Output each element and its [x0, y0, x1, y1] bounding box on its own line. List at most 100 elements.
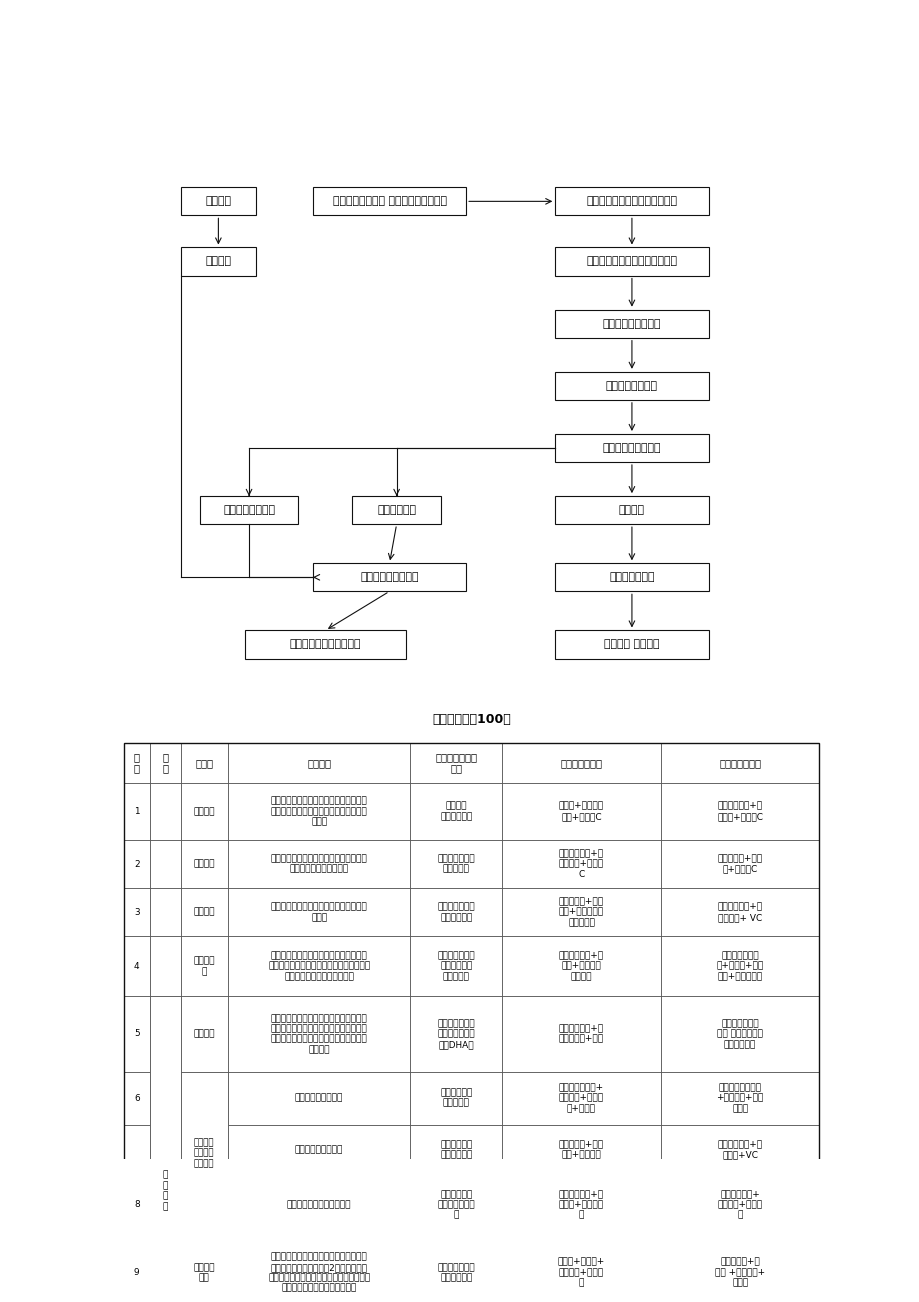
- Text: 药师或咨询医师: 药师或咨询医师: [608, 573, 654, 582]
- Bar: [555, 187, 708, 215]
- Bar: [150, 1174, 180, 1236]
- Bar: [199, 496, 298, 525]
- Bar: [180, 742, 228, 783]
- Text: 8: 8: [134, 1200, 140, 1210]
- Text: 联合用药方案一: 联合用药方案一: [560, 758, 602, 768]
- Bar: [555, 434, 708, 462]
- Text: 2: 2: [134, 859, 140, 868]
- Bar: [123, 742, 150, 783]
- Bar: [123, 1236, 150, 1302]
- Bar: [228, 1125, 410, 1174]
- Text: 阿莫西林胶囊+双
黄连口服液+燕窝: 阿莫西林胶囊+双 黄连口服液+燕窝: [558, 1025, 604, 1044]
- Text: 右美沙芬糖浆+
阿奇霉素+银黄胶
囊: 右美沙芬糖浆+ 阿奇霉素+银黄胶 囊: [717, 1190, 762, 1220]
- Bar: [228, 783, 410, 840]
- Bar: [410, 840, 502, 888]
- Bar: [150, 996, 180, 1072]
- Text: 风热感冒颗粒+清
开灵胶囊+ VC: 风热感冒颗粒+清 开灵胶囊+ VC: [717, 902, 762, 922]
- Bar: [410, 783, 502, 840]
- Bar: [660, 1236, 819, 1302]
- Bar: [660, 1125, 819, 1174]
- Bar: [123, 936, 150, 996]
- Text: 常见病: 常见病: [195, 758, 213, 768]
- Bar: [180, 783, 228, 840]
- Text: 判断疾病、推荐用药: 判断疾病、推荐用药: [602, 443, 661, 453]
- Bar: [150, 840, 180, 888]
- Text: 复方氨氮烷胺胶
囊+体温计+头孢
克肟+板蓝根含片: 复方氨氮烷胺胶 囊+体温计+头孢 克肟+板蓝根含片: [716, 952, 763, 982]
- Text: 判断不准: 判断不准: [618, 505, 644, 516]
- Text: 急性上呼
吸道感染
（咳嗽）: 急性上呼 吸道感染 （咳嗽）: [194, 1138, 214, 1168]
- Text: 感冒软胶囊、四
季感冒胶囊: 感冒软胶囊、四 季感冒胶囊: [437, 854, 474, 874]
- Text: 普通感冒: 普通感冒: [193, 807, 215, 816]
- Text: 核对处方: 核对处方: [205, 197, 232, 206]
- Bar: [352, 496, 441, 525]
- Text: 抗病毒口服液、
复方金刚烷胺
氨基比林片: 抗病毒口服液、 复方金刚烷胺 氨基比林片: [437, 952, 474, 982]
- Text: 联合用药方案二: 联合用药方案二: [719, 758, 760, 768]
- Bar: [123, 1072, 150, 1125]
- Text: 标准营养保健方案: 标准营养保健方案: [222, 505, 275, 516]
- Bar: [150, 783, 180, 840]
- Text: 风热：有汗、发热重，恶寒轻，黄稠涕，
舌红。: 风热：有汗、发热重，恶寒轻，黄稠涕， 舌红。: [270, 902, 367, 922]
- Text: 桑菊感冒片、风
热感冒颗粒、: 桑菊感冒片、风 热感冒颗粒、: [437, 902, 474, 922]
- Bar: [312, 564, 466, 591]
- Text: 咳特灵胶囊+罗红
霉素+咳宁糖浆: 咳特灵胶囊+罗红 霉素+咳宁糖浆: [558, 1141, 604, 1160]
- Text: 肺宁丸、汉源咳
喘宁、喘舒片: 肺宁丸、汉源咳 喘宁、喘舒片: [437, 1263, 474, 1282]
- Text: 呼
吸
系
统: 呼 吸 系 统: [163, 1014, 168, 1055]
- Bar: [228, 1236, 410, 1302]
- Bar: [555, 630, 708, 659]
- Text: 介绍药品的用法用量: 介绍药品的用法用量: [360, 573, 418, 582]
- Text: 3: 3: [134, 907, 140, 917]
- Bar: [555, 247, 708, 276]
- Text: 难以判断 推荐医院: 难以判断 推荐医院: [604, 639, 659, 650]
- Bar: [410, 1236, 502, 1302]
- Bar: [150, 1072, 180, 1125]
- Text: 复方甘草口服
液、消炎片: 复方甘草口服 液、消炎片: [439, 1088, 471, 1108]
- Bar: [660, 840, 819, 888]
- Bar: [502, 1072, 660, 1125]
- Bar: [502, 1236, 660, 1302]
- Text: 有无相关病史，有没有看过医生: 有无相关病史，有没有看过医生: [585, 256, 676, 267]
- Text: 寒咳：咳有清、稀痰: 寒咳：咳有清、稀痰: [295, 1146, 343, 1155]
- Bar: [180, 888, 228, 936]
- Bar: [150, 742, 180, 783]
- Bar: [180, 996, 228, 1072]
- Bar: [502, 936, 660, 996]
- Text: 银翘片+蒲地蓝消
炎片+维生素C: 银翘片+蒲地蓝消 炎片+维生素C: [558, 802, 604, 822]
- Text: 消炎片、
复方大青叶片: 消炎片、 复方大青叶片: [439, 802, 471, 822]
- Text: 流行性感
冒: 流行性感 冒: [193, 957, 215, 976]
- Bar: [123, 840, 150, 888]
- Bar: [228, 742, 410, 783]
- Bar: [123, 996, 150, 1072]
- Text: 何人、何时开始，怎么样不舒服: 何人、何时开始，怎么样不舒服: [585, 197, 676, 206]
- Bar: [180, 1072, 228, 1236]
- Text: 9: 9: [134, 1268, 140, 1277]
- Text: 百咳静糖浆+喘
舒片 +阿奇霉素+
螺旋藻: 百咳静糖浆+喘 舒片 +阿奇霉素+ 螺旋藻: [714, 1258, 765, 1288]
- Text: 风寒：恶寒重、发热轻，无汗，清涕，全
身症状明显，舌苔淡白。: 风寒：恶寒重、发热轻，无汗，清涕，全 身症状明显，舌苔淡白。: [270, 854, 367, 874]
- Text: 代表药物（通用
名）: 代表药物（通用 名）: [435, 753, 477, 773]
- Bar: [312, 187, 466, 215]
- Text: 孕妇感冒: 孕妇感冒: [193, 1030, 215, 1039]
- Bar: [555, 310, 708, 337]
- Text: 有无相关药物过敏: 有无相关药物过敏: [606, 380, 657, 391]
- Text: 氨溴索糖浆（片）
+罗红霉素+金银
花含片: 氨溴索糖浆（片） +罗红霉素+金银 花含片: [716, 1083, 763, 1113]
- Bar: [123, 1125, 150, 1174]
- Bar: [228, 1072, 410, 1125]
- Text: 四季感冒胶囊+桑
姜感冒片+维生素
C: 四季感冒胶囊+桑 姜感冒片+维生素 C: [558, 849, 604, 879]
- Bar: [660, 888, 819, 936]
- Text: 呼
吸
系
统: 呼 吸 系 统: [163, 1170, 168, 1211]
- Bar: [410, 742, 502, 783]
- Bar: [123, 1174, 150, 1236]
- Text: 川贝清肺糖浆+阿
奇霉素+胖大海含
片: 川贝清肺糖浆+阿 奇霉素+胖大海含 片: [558, 1190, 604, 1220]
- Bar: [502, 840, 660, 888]
- Text: 1: 1: [134, 807, 140, 816]
- Text: 加强营养增加抵
抗力 孕妇营养素、
牛乳钙、燕窝: 加强营养增加抵 抗力 孕妇营养素、 牛乳钙、燕窝: [717, 1019, 762, 1049]
- Text: 慢性支气
管炎: 慢性支气 管炎: [193, 1263, 215, 1282]
- Bar: [150, 936, 180, 996]
- Bar: [123, 888, 150, 936]
- Text: 6: 6: [134, 1094, 140, 1103]
- Bar: [228, 840, 410, 888]
- Bar: [660, 1072, 819, 1125]
- Bar: [181, 247, 255, 276]
- Bar: [228, 1174, 410, 1236]
- Bar: [180, 1072, 228, 1125]
- Bar: [180, 936, 228, 996]
